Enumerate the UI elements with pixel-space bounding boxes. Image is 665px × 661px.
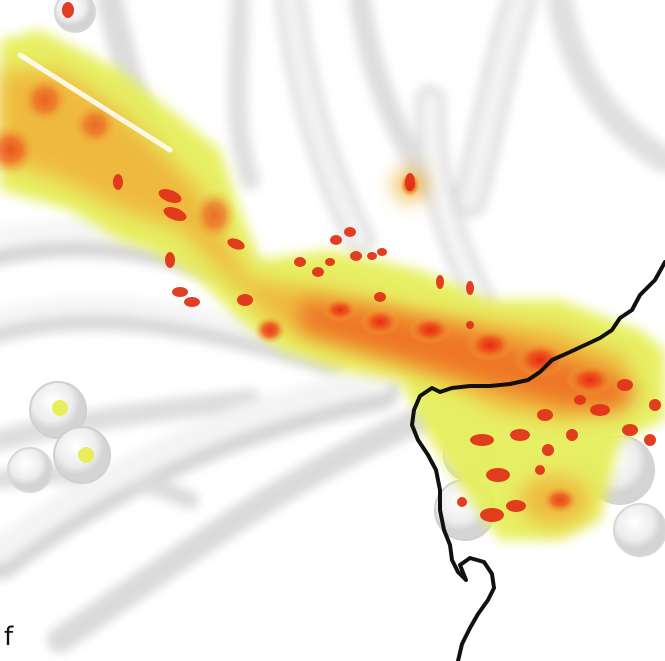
boundary-line (410, 260, 665, 661)
relief-crease (17, 52, 173, 153)
event-points (62, 2, 661, 522)
density-overlay (0, 2, 665, 540)
hotspots (0, 76, 614, 514)
panel-label: f (4, 622, 14, 652)
